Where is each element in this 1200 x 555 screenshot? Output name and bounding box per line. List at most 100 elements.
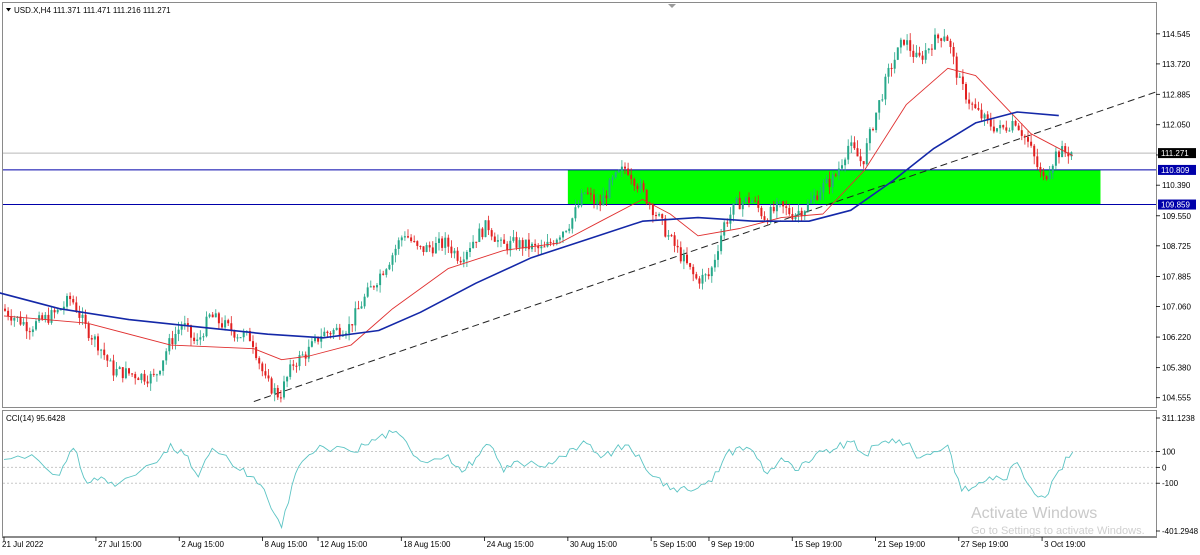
candle [72, 295, 75, 305]
candle [397, 237, 400, 255]
candle [862, 161, 865, 169]
candle [28, 327, 31, 340]
candle [360, 301, 363, 309]
candle [66, 293, 68, 311]
candle [252, 335, 254, 354]
candle [348, 316, 351, 341]
candle [372, 285, 375, 290]
candle [961, 69, 964, 91]
menu-triangle-icon[interactable] [6, 8, 11, 12]
candle [171, 330, 174, 350]
candle [834, 172, 837, 178]
time-tick-label: 12 Aug 15:00 [320, 540, 368, 549]
candle [366, 282, 369, 298]
candle [382, 270, 385, 276]
candle [934, 28, 936, 51]
candle [782, 200, 785, 214]
candle [940, 37, 943, 48]
candle [921, 50, 924, 65]
candle [952, 42, 955, 65]
candle [273, 383, 276, 402]
candle [137, 376, 140, 381]
candle [555, 238, 558, 246]
candle [131, 372, 134, 377]
activate-windows-title: Activate Windows [971, 505, 1097, 522]
candle [1051, 164, 1054, 180]
time-tick-label: 21 Sep 19:00 [878, 540, 926, 549]
candle [503, 233, 506, 244]
candle [785, 200, 788, 216]
candle [847, 139, 850, 165]
candle [859, 148, 862, 167]
candle [106, 354, 109, 368]
candle [630, 168, 633, 185]
candle [1011, 113, 1014, 133]
candle [828, 171, 831, 195]
candle [295, 362, 298, 373]
candle [915, 45, 918, 58]
price-tick-label: 113.720 [1162, 60, 1191, 69]
candle [286, 375, 289, 388]
candle [413, 235, 416, 243]
trendline[interactable] [253, 91, 1157, 403]
candle [143, 370, 146, 385]
support-zone[interactable] [567, 169, 1101, 205]
candle [267, 369, 270, 382]
candle [893, 52, 896, 74]
candle [577, 200, 580, 209]
candle [583, 192, 586, 195]
candle [571, 217, 574, 234]
candle [283, 375, 285, 400]
candle [152, 368, 155, 377]
candle [35, 318, 37, 331]
candle [803, 210, 806, 221]
candle [1005, 120, 1008, 133]
candle [193, 332, 196, 345]
price-tick-label: 112.050 [1162, 121, 1191, 130]
candle [912, 44, 915, 63]
candle [596, 194, 599, 210]
candle [679, 241, 682, 264]
candle [704, 273, 707, 282]
candle [1061, 140, 1064, 158]
candle [682, 249, 685, 270]
candle [434, 236, 437, 254]
candle [69, 292, 72, 306]
candle [813, 188, 816, 205]
candle [949, 38, 952, 54]
price-tick-label: 109.550 [1162, 212, 1191, 221]
candle [599, 194, 602, 212]
cci-panel-frame [2, 410, 1157, 537]
candle [100, 348, 103, 359]
symbol-label: USD.X,H4 [14, 6, 51, 15]
candle [214, 309, 217, 318]
candle [593, 189, 595, 209]
candle [918, 46, 921, 58]
candle [903, 39, 905, 47]
candle [230, 316, 233, 336]
candle [357, 300, 360, 310]
candle [301, 351, 304, 356]
candle [763, 211, 766, 222]
candle [853, 136, 856, 151]
price-tick-label: 114.545 [1162, 30, 1191, 39]
candle [159, 370, 161, 376]
candle [667, 230, 670, 241]
candle [856, 140, 859, 157]
candle [428, 241, 431, 252]
candle [568, 223, 571, 234]
candle [735, 196, 738, 205]
price-tick-label: 107.060 [1162, 302, 1191, 311]
scroll-marker-icon[interactable] [668, 4, 676, 8]
candle [93, 334, 96, 348]
candle [841, 159, 843, 172]
candle [140, 373, 143, 384]
candle [276, 385, 279, 400]
candle [227, 318, 230, 327]
candle [394, 244, 397, 263]
candle [22, 318, 25, 326]
time-tick-label: 2 Aug 15:00 [181, 540, 224, 549]
candle [438, 232, 440, 251]
candle [1067, 146, 1070, 164]
